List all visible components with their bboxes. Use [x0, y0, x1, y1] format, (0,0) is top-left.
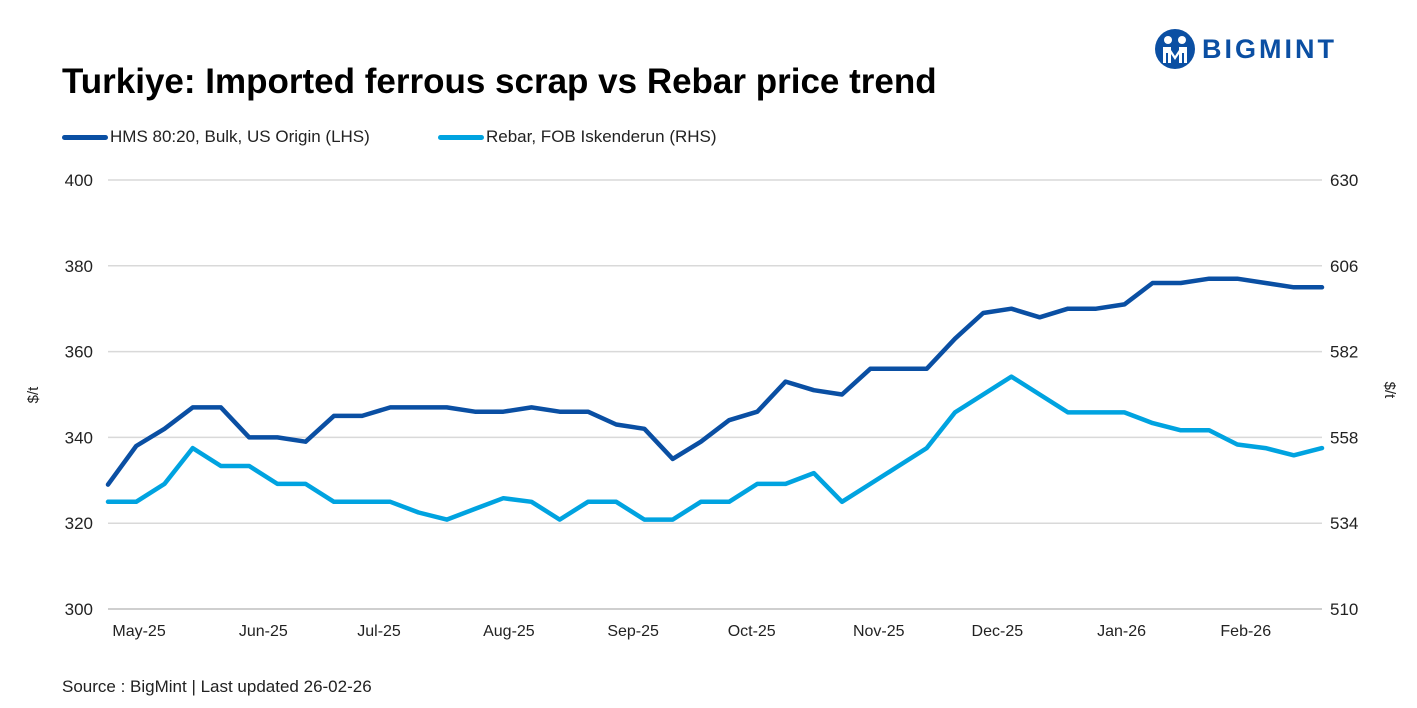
y-tick-left: 300	[65, 600, 93, 619]
bigmint-logo-text: BIGMINT	[1202, 33, 1337, 64]
y-tick-right: 582	[1330, 343, 1358, 362]
series-line-rebar	[105, 374, 1325, 522]
source-note: Source : BigMint | Last updated 26-02-26	[62, 677, 372, 696]
series-line-hms	[105, 276, 1325, 487]
x-tick-label: Nov-25	[853, 623, 905, 640]
chart-title: Turkiye: Imported ferrous scrap vs Rebar…	[62, 62, 937, 101]
y-tick-right: 606	[1330, 257, 1358, 276]
x-tick-label: Sep-25	[607, 623, 659, 640]
bigmint-logo-icon	[1155, 29, 1195, 69]
legend-item-hms: HMS 80:20, Bulk, US Origin (LHS)	[62, 127, 370, 147]
y-tick-left: 360	[65, 343, 93, 362]
bigmint-logo: BIGMINT	[1154, 28, 1337, 70]
x-tick-label: Jul-25	[357, 623, 401, 640]
y-tick-left: 400	[65, 171, 93, 190]
y-tick-right: 534	[1330, 514, 1358, 533]
y-tick-left: 380	[65, 257, 93, 276]
x-tick-label: Oct-25	[728, 623, 776, 640]
x-tick-label: Jan-26	[1097, 623, 1146, 640]
y-tick-left: 320	[65, 514, 93, 533]
y-tick-right: 510	[1330, 600, 1358, 619]
legend-label-rebar: Rebar, FOB Iskenderun (RHS)	[486, 127, 717, 146]
y-axis-left-label: $/t	[25, 386, 42, 404]
x-tick-label: Dec-25	[972, 623, 1024, 640]
y-tick-left: 340	[65, 428, 93, 447]
legend-swatch-rebar	[438, 134, 484, 140]
legend-item-rebar: Rebar, FOB Iskenderun (RHS)	[438, 127, 717, 147]
legend-label-hms: HMS 80:20, Bulk, US Origin (LHS)	[110, 127, 370, 146]
y-axis-right-label: $/t	[1381, 382, 1398, 400]
legend-swatch-hms	[62, 134, 108, 140]
x-tick-label: Aug-25	[483, 623, 535, 640]
x-tick-label: May-25	[112, 623, 165, 640]
y-tick-right: 558	[1330, 428, 1358, 447]
x-tick-label: Feb-26	[1220, 623, 1271, 640]
x-tick-label: Jun-25	[239, 623, 288, 640]
y-tick-right: 630	[1330, 171, 1358, 190]
